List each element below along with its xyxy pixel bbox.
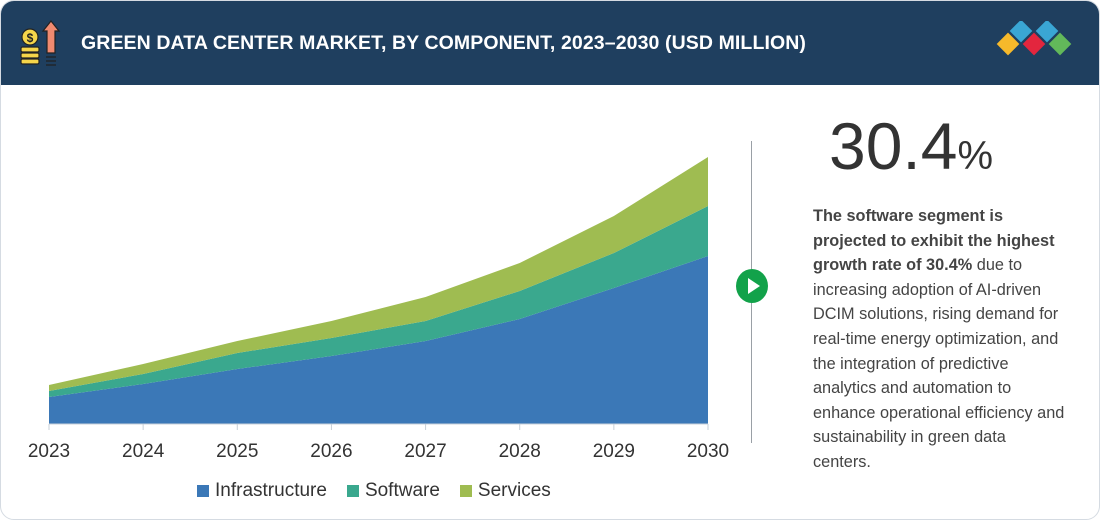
header-bar: $ GREEN DATA CENTER MARKET, BY COMPONENT… <box>1 1 1099 85</box>
description-bold: The software segment is projected to exh… <box>813 207 1055 275</box>
legend: Infrastructure Software Services <box>197 480 551 502</box>
chart-title: GREEN DATA CENTER MARKET, BY COMPONENT, … <box>81 32 807 54</box>
description-rest: due to increasing adoption of AI-driven … <box>813 256 1065 471</box>
legend-item-software: Software <box>346 480 440 502</box>
legend-swatch <box>197 485 209 497</box>
legend-item-services: Services <box>459 480 551 502</box>
x-tick-label: 2028 <box>499 441 541 462</box>
legend-swatch <box>346 485 359 497</box>
x-tick-label: 2024 <box>122 441 165 462</box>
cagr-number: 30.4 <box>829 109 958 183</box>
cagr-unit: % <box>957 134 994 178</box>
legend-swatch <box>459 485 472 497</box>
cagr-value: 30.4% <box>829 113 993 179</box>
legend-label: Infrastructure <box>215 480 327 501</box>
legend-label: Services <box>477 480 551 501</box>
x-tick-label: 2027 <box>404 441 446 462</box>
play-icon[interactable] <box>736 269 768 303</box>
highlight-description: The software segment is projected to exh… <box>813 204 1065 475</box>
x-tick-label: 2030 <box>687 441 729 462</box>
stacked-area-chart: 2023 2024 2025 2026 2027 2028 2029 2030 <box>28 157 729 462</box>
coins-growth-arrow-icon: $ <box>20 20 61 66</box>
x-tick-label: 2029 <box>593 441 635 462</box>
x-tick-label: 2025 <box>216 441 258 462</box>
legend-item-infrastructure: Infrastructure <box>197 480 327 502</box>
legend-label: Software <box>364 480 440 501</box>
x-tick-label: 2023 <box>28 441 70 462</box>
x-tick-label: 2026 <box>310 441 352 462</box>
svg-text:$: $ <box>27 31 34 45</box>
diamond-cluster-logo <box>996 21 1072 56</box>
area-infrastructure <box>49 256 708 424</box>
